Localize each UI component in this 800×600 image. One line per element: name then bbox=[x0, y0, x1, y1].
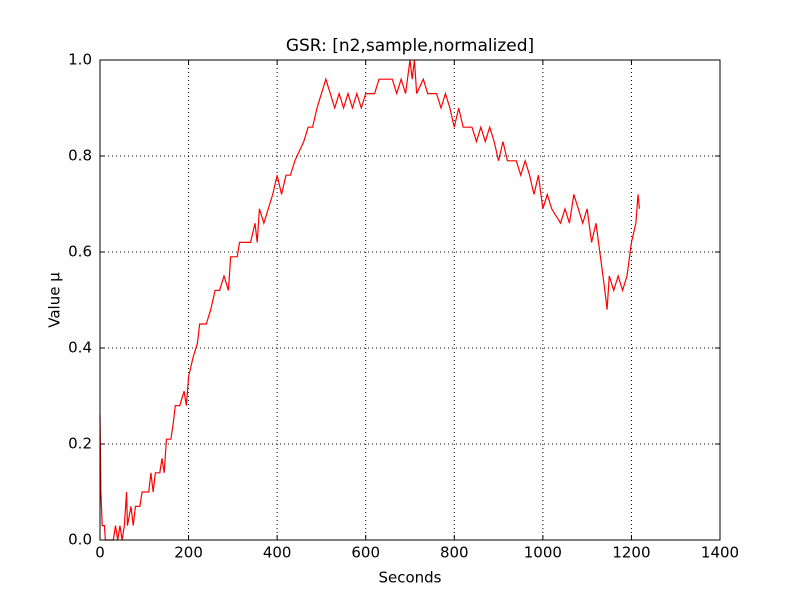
data-line bbox=[99, 59, 640, 541]
x-tick-label: 400 bbox=[263, 544, 292, 562]
x-tick-label: 1400 bbox=[701, 544, 739, 562]
x-tick-label: 800 bbox=[440, 544, 469, 562]
x-tick-label: 200 bbox=[174, 544, 203, 562]
x-tick-label: 1200 bbox=[612, 544, 650, 562]
y-tick-label: 0.4 bbox=[68, 339, 92, 357]
y-tick-label: 0.0 bbox=[68, 531, 92, 549]
chart-title: GSR: [n2,sample,normalized] bbox=[286, 36, 534, 56]
y-tick-label: 0.6 bbox=[68, 243, 92, 261]
x-axis-label: Seconds bbox=[378, 569, 441, 587]
y-tick-label: 0.8 bbox=[68, 147, 92, 165]
y-tick-label: 1.0 bbox=[68, 51, 92, 69]
plot-frame bbox=[99, 59, 721, 541]
x-tick-label: 600 bbox=[351, 544, 380, 562]
y-axis-label: Value μ bbox=[46, 272, 64, 328]
y-tick-label: 0.2 bbox=[68, 435, 92, 453]
x-tick-label: 0 bbox=[95, 544, 105, 562]
x-tick-label: 1000 bbox=[524, 544, 562, 562]
